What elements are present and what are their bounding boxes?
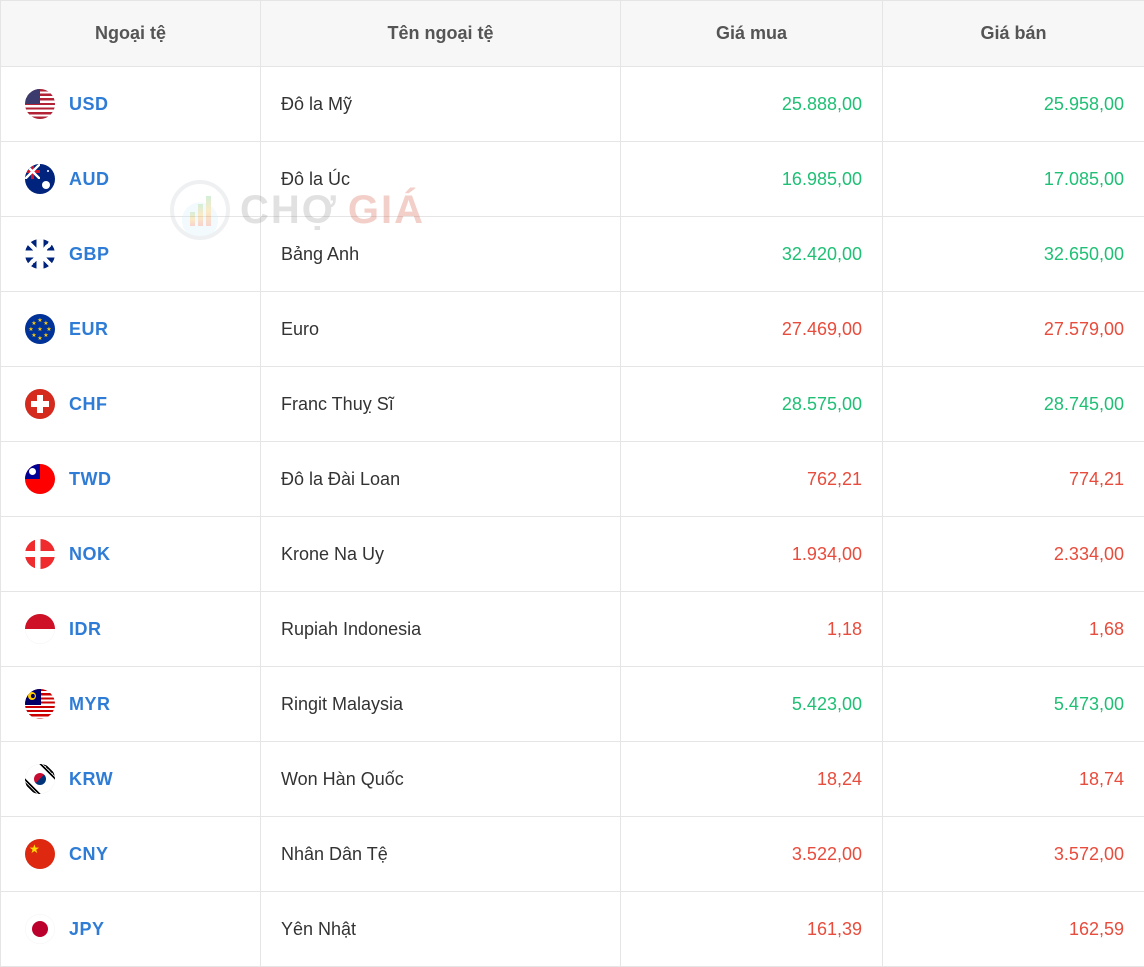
cell-currency-name: Đô la Mỹ bbox=[261, 67, 621, 142]
col-header-code: Ngoại tệ bbox=[1, 1, 261, 67]
flag-icon bbox=[25, 539, 55, 569]
cell-sell-price: 774,21 bbox=[883, 442, 1144, 517]
currency-code[interactable]: TWD bbox=[69, 469, 111, 490]
cell-sell-price: 162,59 bbox=[883, 892, 1144, 967]
exchange-rate-table: Ngoại tệ Tên ngoại tệ Giá mua Giá bán US… bbox=[0, 0, 1144, 967]
currency-code[interactable]: NOK bbox=[69, 544, 111, 565]
table-row: USD Đô la Mỹ25.888,0025.958,00 bbox=[1, 67, 1144, 142]
cell-currency[interactable]: EUR bbox=[1, 292, 261, 367]
cell-currency-name: Bảng Anh bbox=[261, 217, 621, 292]
currency-code[interactable]: JPY bbox=[69, 919, 105, 940]
cell-currency[interactable]: AUD bbox=[1, 142, 261, 217]
cell-buy-price: 1,18 bbox=[621, 592, 883, 667]
cell-sell-price: 25.958,00 bbox=[883, 67, 1144, 142]
flag-icon bbox=[25, 389, 55, 419]
cell-currency[interactable]: NOK bbox=[1, 517, 261, 592]
flag-icon bbox=[25, 614, 55, 644]
flag-icon bbox=[25, 464, 55, 494]
cell-currency[interactable]: GBP bbox=[1, 217, 261, 292]
col-header-buy: Giá mua bbox=[621, 1, 883, 67]
cell-currency[interactable]: JPY bbox=[1, 892, 261, 967]
cell-currency-name: Euro bbox=[261, 292, 621, 367]
flag-icon bbox=[25, 314, 55, 344]
cell-currency[interactable]: CHF bbox=[1, 367, 261, 442]
cell-currency-name: Rupiah Indonesia bbox=[261, 592, 621, 667]
currency-code[interactable]: KRW bbox=[69, 769, 113, 790]
cell-currency[interactable]: USD bbox=[1, 67, 261, 142]
currency-code[interactable]: EUR bbox=[69, 319, 109, 340]
cell-currency-name: Franc Thuỵ Sĩ bbox=[261, 367, 621, 442]
table-row: TWD Đô la Đài Loan762,21774,21 bbox=[1, 442, 1144, 517]
table-row: CNY Nhân Dân Tệ3.522,003.572,00 bbox=[1, 817, 1144, 892]
cell-buy-price: 5.423,00 bbox=[621, 667, 883, 742]
flag-icon bbox=[25, 764, 55, 794]
cell-buy-price: 3.522,00 bbox=[621, 817, 883, 892]
flag-icon bbox=[25, 164, 55, 194]
cell-sell-price: 32.650,00 bbox=[883, 217, 1144, 292]
cell-sell-price: 28.745,00 bbox=[883, 367, 1144, 442]
cell-currency[interactable]: MYR bbox=[1, 667, 261, 742]
cell-currency[interactable]: IDR bbox=[1, 592, 261, 667]
cell-buy-price: 27.469,00 bbox=[621, 292, 883, 367]
cell-buy-price: 1.934,00 bbox=[621, 517, 883, 592]
cell-currency-name: Won Hàn Quốc bbox=[261, 742, 621, 817]
table-row: KRW Won Hàn Quốc18,2418,74 bbox=[1, 742, 1144, 817]
cell-buy-price: 16.985,00 bbox=[621, 142, 883, 217]
cell-buy-price: 32.420,00 bbox=[621, 217, 883, 292]
currency-code[interactable]: USD bbox=[69, 94, 109, 115]
flag-icon bbox=[25, 839, 55, 869]
cell-sell-price: 2.334,00 bbox=[883, 517, 1144, 592]
cell-buy-price: 28.575,00 bbox=[621, 367, 883, 442]
currency-code[interactable]: CHF bbox=[69, 394, 108, 415]
currency-code[interactable]: IDR bbox=[69, 619, 102, 640]
currency-code[interactable]: CNY bbox=[69, 844, 109, 865]
cell-buy-price: 161,39 bbox=[621, 892, 883, 967]
cell-sell-price: 3.572,00 bbox=[883, 817, 1144, 892]
currency-code[interactable]: AUD bbox=[69, 169, 110, 190]
cell-sell-price: 17.085,00 bbox=[883, 142, 1144, 217]
cell-sell-price: 1,68 bbox=[883, 592, 1144, 667]
cell-sell-price: 27.579,00 bbox=[883, 292, 1144, 367]
currency-code[interactable]: GBP bbox=[69, 244, 110, 265]
table-row: JPY Yên Nhật161,39162,59 bbox=[1, 892, 1144, 967]
cell-currency-name: Đô la Đài Loan bbox=[261, 442, 621, 517]
flag-icon bbox=[25, 239, 55, 269]
table-row: AUD Đô la Úc16.985,0017.085,00 bbox=[1, 142, 1144, 217]
cell-currency-name: Yên Nhật bbox=[261, 892, 621, 967]
table-row: IDR Rupiah Indonesia1,181,68 bbox=[1, 592, 1144, 667]
cell-currency-name: Nhân Dân Tệ bbox=[261, 817, 621, 892]
cell-sell-price: 18,74 bbox=[883, 742, 1144, 817]
flag-icon bbox=[25, 689, 55, 719]
cell-buy-price: 18,24 bbox=[621, 742, 883, 817]
table-row: CHF Franc Thuỵ Sĩ28.575,0028.745,00 bbox=[1, 367, 1144, 442]
table-header-row: Ngoại tệ Tên ngoại tệ Giá mua Giá bán bbox=[1, 1, 1144, 67]
cell-buy-price: 762,21 bbox=[621, 442, 883, 517]
cell-currency[interactable]: CNY bbox=[1, 817, 261, 892]
cell-currency-name: Krone Na Uy bbox=[261, 517, 621, 592]
cell-currency-name: Ringit Malaysia bbox=[261, 667, 621, 742]
col-header-sell: Giá bán bbox=[883, 1, 1144, 67]
currency-code[interactable]: MYR bbox=[69, 694, 111, 715]
cell-currency[interactable]: KRW bbox=[1, 742, 261, 817]
table-row: MYR Ringit Malaysia5.423,005.473,00 bbox=[1, 667, 1144, 742]
table-row: GBP Bảng Anh32.420,0032.650,00 bbox=[1, 217, 1144, 292]
cell-buy-price: 25.888,00 bbox=[621, 67, 883, 142]
cell-currency[interactable]: TWD bbox=[1, 442, 261, 517]
cell-currency-name: Đô la Úc bbox=[261, 142, 621, 217]
table-row: NOK Krone Na Uy1.934,002.334,00 bbox=[1, 517, 1144, 592]
flag-icon bbox=[25, 89, 55, 119]
flag-icon bbox=[25, 914, 55, 944]
cell-sell-price: 5.473,00 bbox=[883, 667, 1144, 742]
table-row: EUR Euro27.469,0027.579,00 bbox=[1, 292, 1144, 367]
col-header-name: Tên ngoại tệ bbox=[261, 1, 621, 67]
